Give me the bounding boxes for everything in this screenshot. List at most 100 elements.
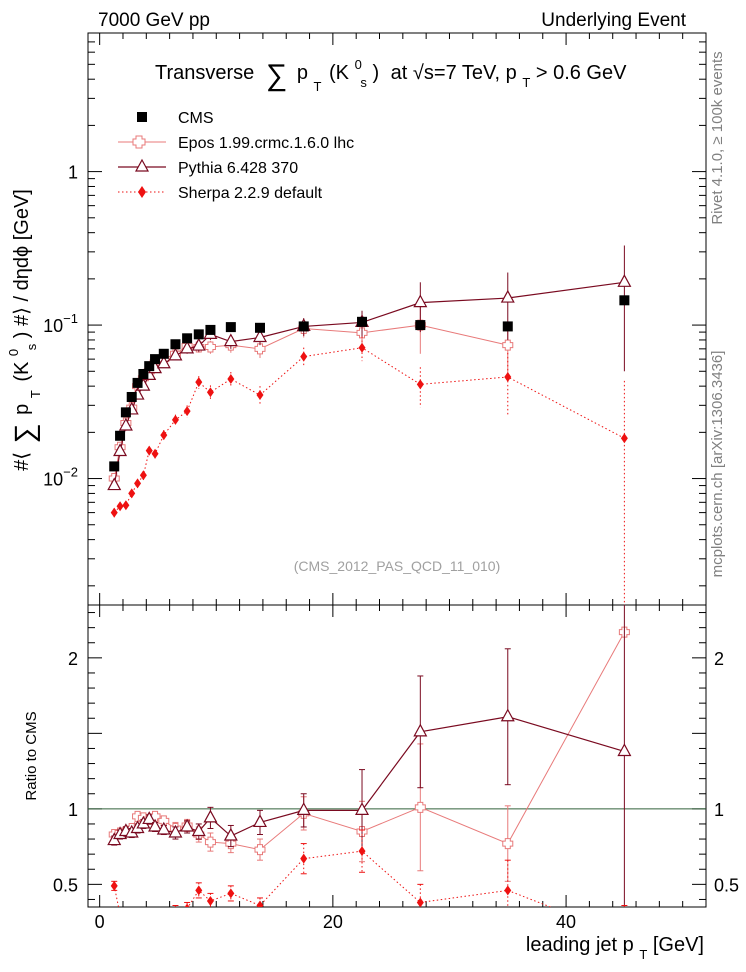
header-right: Underlying Event (541, 10, 686, 31)
upper-point-cms (298, 321, 309, 332)
upper-point-cms (254, 322, 265, 333)
upper-line-2 (113, 281, 625, 486)
ratio-y-tick-label: 1 (68, 800, 78, 820)
legend-cms: CMS (137, 110, 214, 127)
title-t-sub: T (314, 79, 322, 94)
upper-point-1 (254, 343, 266, 355)
upper-point-3 (139, 470, 147, 481)
upper-point-2 (500, 289, 515, 303)
ratio-point-3 (175, 906, 176, 907)
legend-epos: Epos 1.99.crmc.1.6.0 lhc (118, 135, 354, 152)
upper-point-3 (504, 371, 512, 382)
ratio-point-3 (504, 885, 512, 896)
legend: CMS Epos 1.99.crmc.1.6.0 lhc Pythia 6.42… (118, 110, 354, 202)
upper-point-cms (357, 316, 368, 327)
ratio-line-3 (113, 850, 552, 907)
ylabel-tail: ) #⟩ / dηdϕ [GeV] (11, 189, 33, 338)
legend-sherpa-label: Sherpa 2.2.9 default (178, 185, 323, 202)
rivet-label: Rivet 4.1.0, ≥ 100k events (709, 51, 726, 224)
upper-point-cms (225, 322, 236, 333)
header-left: 7000 GeV pp (98, 10, 210, 31)
upper-point-cms (502, 321, 513, 332)
ratio-point-3 (128, 919, 135, 929)
ratio-line-2 (113, 716, 625, 841)
y-tick-label: 10−1 (43, 311, 78, 336)
upper-point-cms (158, 348, 169, 359)
legend-sherpa: Sherpa 2.2.9 default (118, 185, 323, 202)
legend-pythia-label: Pythia 6.428 370 (178, 160, 298, 177)
ylabel-t-sub: T (28, 390, 43, 398)
ratio-point-3 (195, 885, 203, 896)
upper-point-1 (204, 341, 216, 353)
x-tick-label: 20 (323, 912, 343, 932)
upper-point-3 (116, 501, 124, 512)
legend-cms-marker (137, 112, 147, 122)
y-tick-base: 10 (43, 470, 63, 490)
upper-point-3 (300, 351, 308, 362)
upper-point-3 (206, 387, 214, 398)
upper-point-cms (205, 324, 216, 335)
upper-point-cms (115, 430, 126, 441)
upper-point-cms (109, 461, 120, 472)
ratio-point-3 (152, 919, 159, 929)
title-sum: ∑ (266, 59, 287, 92)
upper-point-2 (252, 329, 268, 343)
ratio-point-1 (414, 801, 426, 813)
title-k-close: ) (372, 62, 379, 84)
upper-point-cms (193, 329, 204, 340)
ratio-line-1 (114, 631, 625, 851)
y-tick-label: 1 (68, 163, 78, 183)
ratio-point-3 (300, 853, 308, 864)
upper-point-cms (182, 333, 193, 344)
upper-line-3 (113, 347, 625, 513)
ratio-point-3 (122, 914, 129, 924)
ylabel-head: #⟨ (11, 452, 33, 471)
ratio-point-2 (223, 827, 238, 841)
ratio-y-tick-label-right: 0.5 (714, 875, 739, 895)
ratio-point-3 (160, 910, 167, 920)
ratio-point-2 (203, 809, 218, 823)
ratio-point-3 (134, 922, 141, 932)
ylabel-s-sub: s (24, 343, 39, 350)
upper-point-2 (118, 417, 133, 431)
upper-point-3 (134, 478, 142, 489)
upper-point-cms (132, 377, 143, 388)
upper-point-1 (502, 339, 514, 351)
upper-panel-data (107, 245, 632, 605)
upper-point-cms (138, 368, 149, 379)
upper-point-2 (107, 477, 122, 491)
xlabel-t-sub: T (639, 947, 647, 962)
upper-point-cms (120, 407, 131, 418)
upper-point-3 (171, 414, 179, 425)
upper-point-3 (110, 507, 118, 518)
x-tick-label: 40 (556, 912, 576, 932)
upper-point-3 (128, 488, 136, 499)
title-k-open: (K (329, 62, 350, 84)
ratio-point-3 (256, 900, 264, 907)
legend-epos-marker (132, 135, 146, 149)
x-tick-label: 0 (95, 912, 105, 932)
legend-sherpa-marker (138, 186, 146, 198)
upper-point-3 (195, 377, 203, 388)
upper-point-2 (223, 333, 238, 347)
title-zero-sup: 0 (355, 57, 362, 72)
ratio-point-3 (110, 880, 118, 891)
upper-point-3 (256, 390, 264, 401)
title-at-sqrt: at √s=7 TeV, p (391, 62, 517, 84)
upper-point-cms (150, 354, 161, 365)
ylabel-k-open: (K (11, 361, 33, 382)
ratio-point-3 (358, 846, 366, 857)
upper-point-3 (145, 445, 153, 456)
mcplots-label: mcplots.cern.ch [arXiv:1306.3436] (709, 351, 726, 578)
ratio-point-1 (502, 838, 514, 850)
plot-title: Transverse ∑ p T (K 0 s ) at √s=7 TeV, p… (155, 52, 627, 96)
ratio-point-2 (500, 708, 515, 722)
legend-pythia-marker (134, 158, 150, 172)
y-tick-exp: −1 (63, 311, 78, 326)
upper-point-2 (617, 274, 632, 287)
ratio-point-1 (254, 844, 266, 856)
upper-point-3 (122, 500, 130, 511)
y-axis-label: #⟨ ∑ p T (K 0 s ) #⟩ / dηdϕ [GeV] (1, 189, 45, 471)
